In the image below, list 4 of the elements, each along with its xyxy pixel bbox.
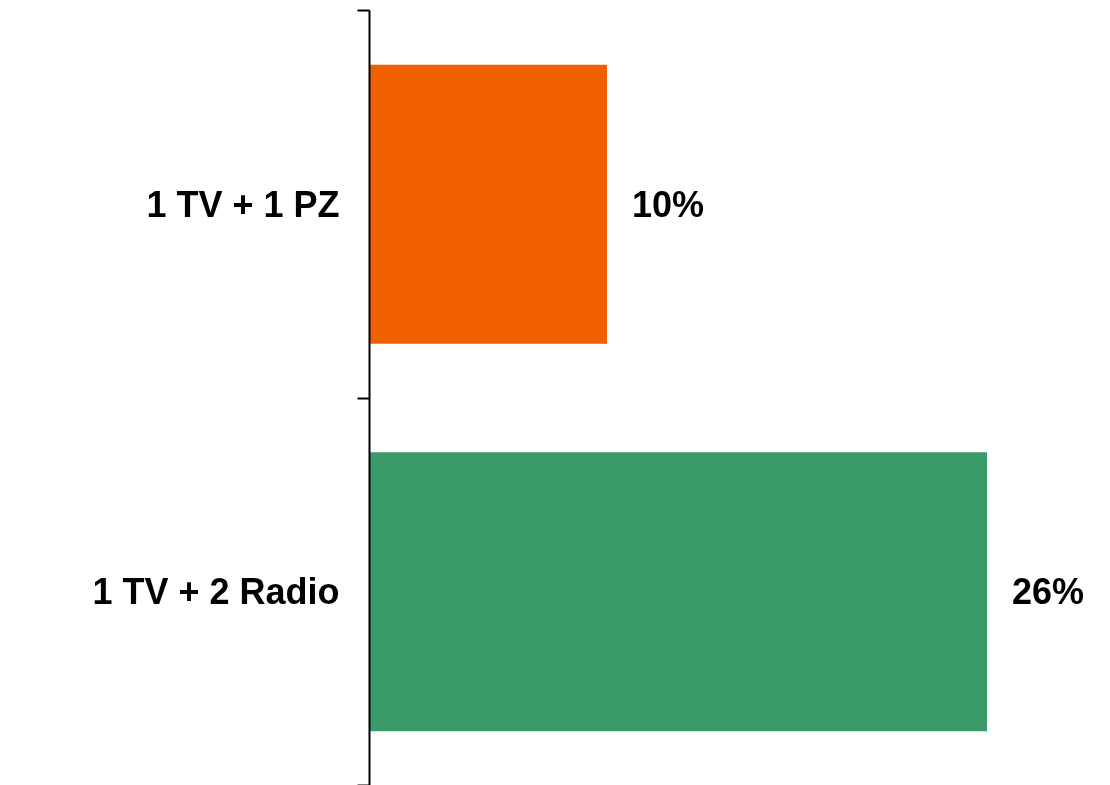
y-tick-label: 1 TV + 2 Radio [92,571,340,613]
data-label: 10% [632,183,705,225]
data-label: 26% [1012,571,1085,613]
y-tick-label: 1 TV + 1 PZ [146,183,340,225]
